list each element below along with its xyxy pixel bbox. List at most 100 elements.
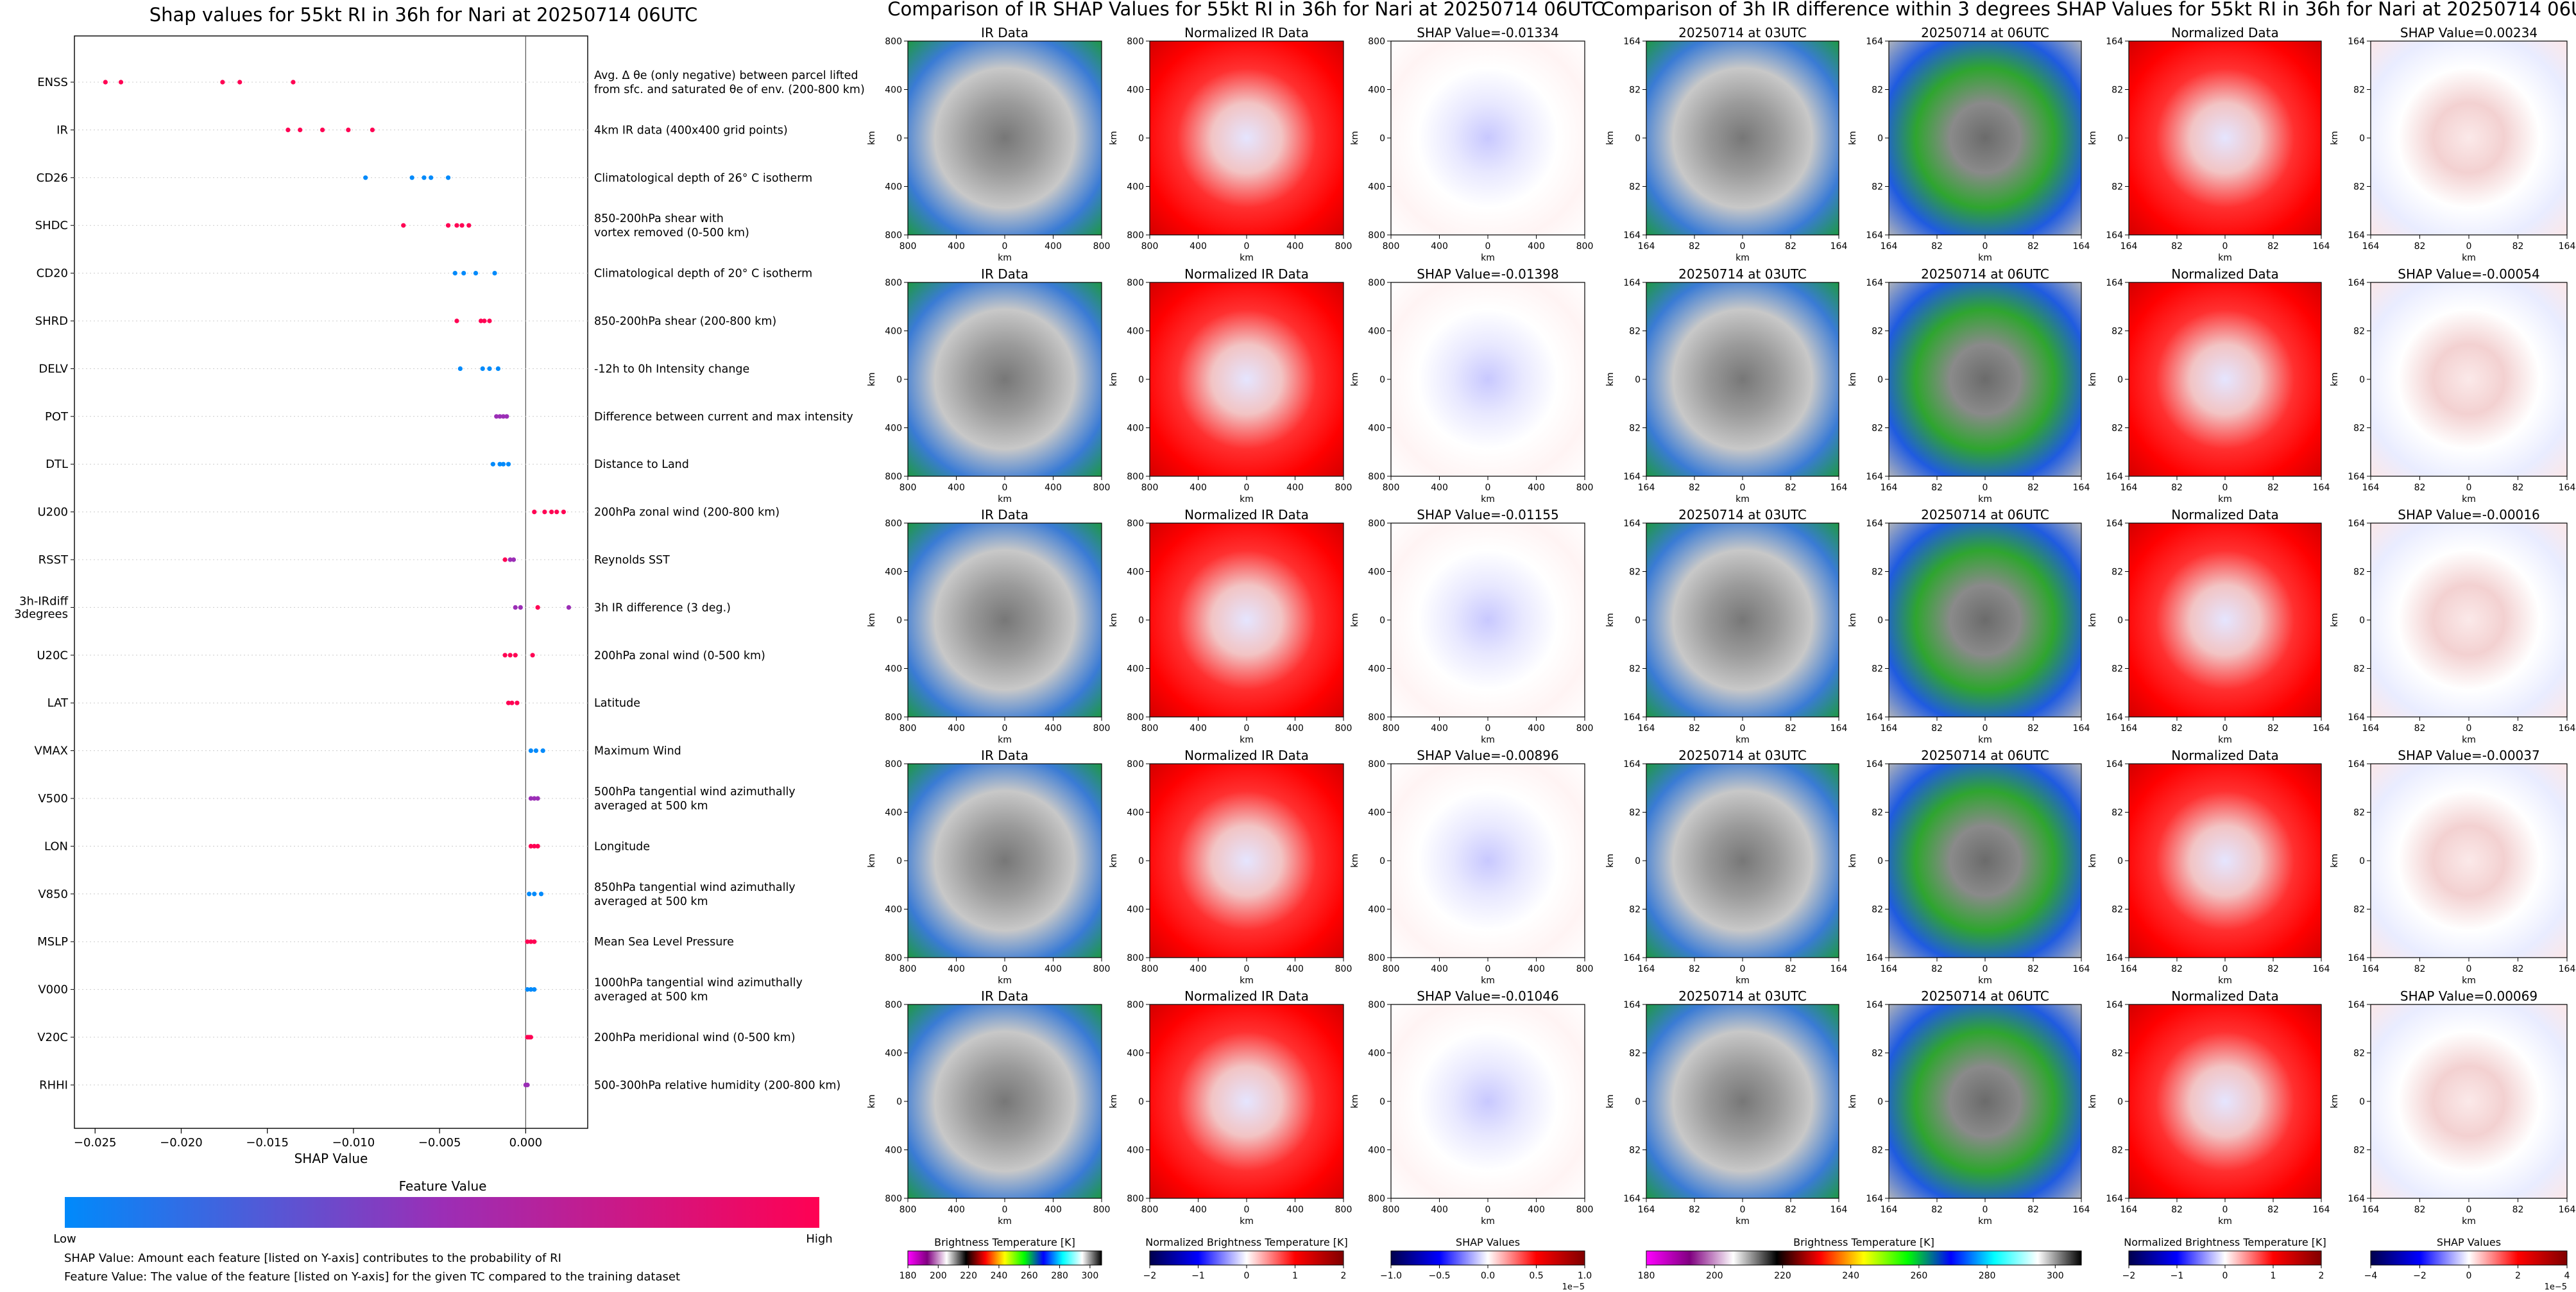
y-tick-label: 164 [2348,953,2365,963]
y-tick-label: 82 [2111,664,2123,675]
x-tick-label: 164 [2073,483,2090,493]
y-tick-label: 82 [2353,808,2365,818]
x-tick-label: 0 [2222,964,2228,974]
feature-description: Distance to Land [594,458,689,471]
panel-title: Normalized IR Data [1184,988,1309,1004]
x-tick-label: 164 [2362,964,2380,974]
panel-title: SHAP Value=-0.00054 [2398,266,2539,282]
panel-title: SHAP Value=-0.01155 [1417,507,1558,522]
colorbar-tick-label: 200 [930,1271,947,1281]
y-tick-label: 164 [1866,472,1883,482]
x-tick-label: −0.020 [160,1136,203,1150]
shap-point [118,80,124,85]
x-tick-label: 82 [1689,1205,1700,1215]
x-tick-label: 0 [1244,964,1250,974]
x-tick-label: 0 [1983,723,1988,734]
x-tick-label: 800 [1335,964,1352,974]
panel-title: Normalized Data [2171,266,2279,282]
x-tick-label: 0 [1485,483,1491,493]
colorbar-tick-label: 280 [1979,1271,1996,1281]
x-axis-label: km [1736,1216,1750,1227]
shap-point [535,605,540,610]
x-axis-label: km [2218,1216,2232,1227]
heatmap-panel: SHAP Value=0.002341641648282008282164164… [2330,25,2575,263]
x-tick-label: 0 [1002,1205,1008,1215]
y-tick-label: 0 [1635,375,1641,385]
y-tick-label: 164 [1866,519,1883,529]
x-tick-label: 400 [1190,1205,1207,1215]
y-tick-label: 82 [1629,1146,1641,1156]
y-axis-label: km [1109,854,1119,868]
x-tick-label: 800 [900,723,917,734]
y-tick-label: 800 [885,1000,902,1010]
x-tick-label: 164 [2362,1205,2380,1215]
x-tick-label: 82 [2267,723,2279,734]
x-tick-label: 400 [1286,483,1304,493]
shap-point [532,843,537,848]
y-tick-label: 0 [2359,616,2365,626]
heatmap-image [1149,763,1344,958]
y-axis-label: km [2088,854,2098,868]
heatmap-grid: IR Data 800 800 400 400 0 0 400 400 800 800 km km Nor… [867,25,2575,1227]
y-tick-label: 82 [1872,182,1883,193]
y-tick-label: 82 [2353,664,2365,675]
heatmap-image [1390,1004,1585,1199]
y-tick-label: 164 [2106,519,2123,529]
heatmap-image [1390,40,1585,236]
y-axis-label: km [1605,1094,1616,1108]
y-tick-label: 82 [2111,808,2123,818]
x-tick-label: 164 [2073,723,2090,734]
x-tick-label: 82 [2414,723,2426,734]
shap-point [494,414,499,419]
y-tick-label: 400 [1127,424,1144,434]
feature-description: 4km IR data (400x400 grid points) [594,124,788,137]
shap-note-2: Feature Value: The value of the feature … [64,1270,680,1284]
y-tick-label: 164 [1623,1194,1641,1204]
x-tick-label: 0 [1740,241,1746,252]
heatmap-image [1149,282,1344,477]
x-tick-label: 82 [1931,483,1943,493]
feature-name-label: DELV [38,362,68,375]
y-tick-label: 800 [885,230,902,241]
y-tick-label: 82 [1629,808,1641,818]
x-tick-label: 400 [1190,483,1207,493]
x-tick-label: 800 [1093,964,1111,974]
x-axis-label: km [2218,253,2232,263]
shap-point [490,461,495,467]
y-tick-label: 82 [2353,567,2365,578]
y-tick-label: 164 [1866,712,1883,723]
y-tick-label: 400 [1127,85,1144,96]
x-axis-label: km [2462,976,2476,986]
y-tick-label: 400 [1368,1049,1385,1059]
feature-description: 3h IR difference (3 deg.) [594,601,731,614]
y-tick-label: 0 [896,616,902,626]
heatmap-panel: 20250714 at 03UTC1641648282008282164164k… [1605,507,1847,745]
ir-comparison-title: Comparison of IR SHAP Values for 55kt RI… [887,0,1604,20]
x-tick-label: 0 [1002,964,1008,974]
x-tick-label: 800 [1093,241,1111,252]
y-tick-label: 0 [896,1097,902,1107]
y-tick-label: 0 [1877,375,1883,385]
x-tick-label: 82 [2512,1205,2524,1215]
feature-name-label: 3degrees [14,607,68,621]
colorbar-tick-label: 260 [1911,1271,1928,1281]
x-tick-label: 82 [1689,723,1700,734]
colorbar-tick-label: 1 [2271,1271,2276,1281]
heatmap-panel: 20250714 at 03UTC1641648282008282164164k… [1605,988,1847,1227]
x-axis-label: km [1240,253,1254,263]
x-tick-label: 82 [1931,964,1943,974]
y-tick-label: 164 [1623,519,1641,529]
heatmap-image [2128,282,2322,477]
feature-description: Difference between current and max inten… [594,411,853,424]
shap-point [370,127,375,132]
y-tick-label: 82 [1872,808,1883,818]
panel-title: 20250714 at 06UTC [1921,988,2049,1004]
feature-description: Mean Sea Level Pressure [594,936,734,949]
x-tick-label: −0.015 [246,1136,289,1150]
feature-name-label: MSLP [37,935,68,949]
x-tick-label: 164 [2073,964,2090,974]
x-axis-label: km [1481,253,1495,263]
colorbar-tick-label: 2 [2319,1271,2324,1281]
y-tick-label: 0 [2117,856,2123,866]
